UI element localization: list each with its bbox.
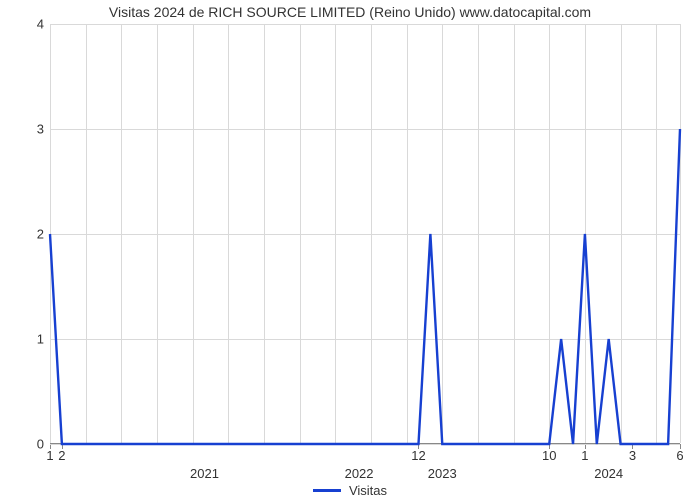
x-year-label: 2024 — [594, 466, 623, 481]
y-tick-label: 1 — [24, 332, 44, 347]
legend-swatch — [313, 489, 341, 492]
y-tick-label: 0 — [24, 437, 44, 452]
x-tick-label: 10 — [542, 448, 556, 463]
plot-area — [50, 24, 680, 444]
x-year-label: 2022 — [345, 466, 374, 481]
x-tick-mark — [680, 444, 681, 449]
y-tick-label: 4 — [24, 17, 44, 32]
gridline-v — [680, 24, 681, 443]
x-tick-label: 2 — [58, 448, 65, 463]
data-line-path — [50, 129, 680, 444]
y-tick-label: 3 — [24, 122, 44, 137]
x-tick-label: 6 — [676, 448, 683, 463]
x-year-label: 2023 — [428, 466, 457, 481]
x-tick-label: 1 — [581, 448, 588, 463]
chart-title: Visitas 2024 de RICH SOURCE LIMITED (Rei… — [0, 4, 700, 20]
legend-label: Visitas — [349, 483, 387, 498]
legend: Visitas — [0, 483, 700, 498]
x-tick-label: 12 — [411, 448, 425, 463]
x-year-label: 2021 — [190, 466, 219, 481]
x-tick-label: 1 — [46, 448, 53, 463]
x-tick-label: 3 — [629, 448, 636, 463]
chart-line — [50, 24, 680, 444]
y-tick-label: 2 — [24, 227, 44, 242]
